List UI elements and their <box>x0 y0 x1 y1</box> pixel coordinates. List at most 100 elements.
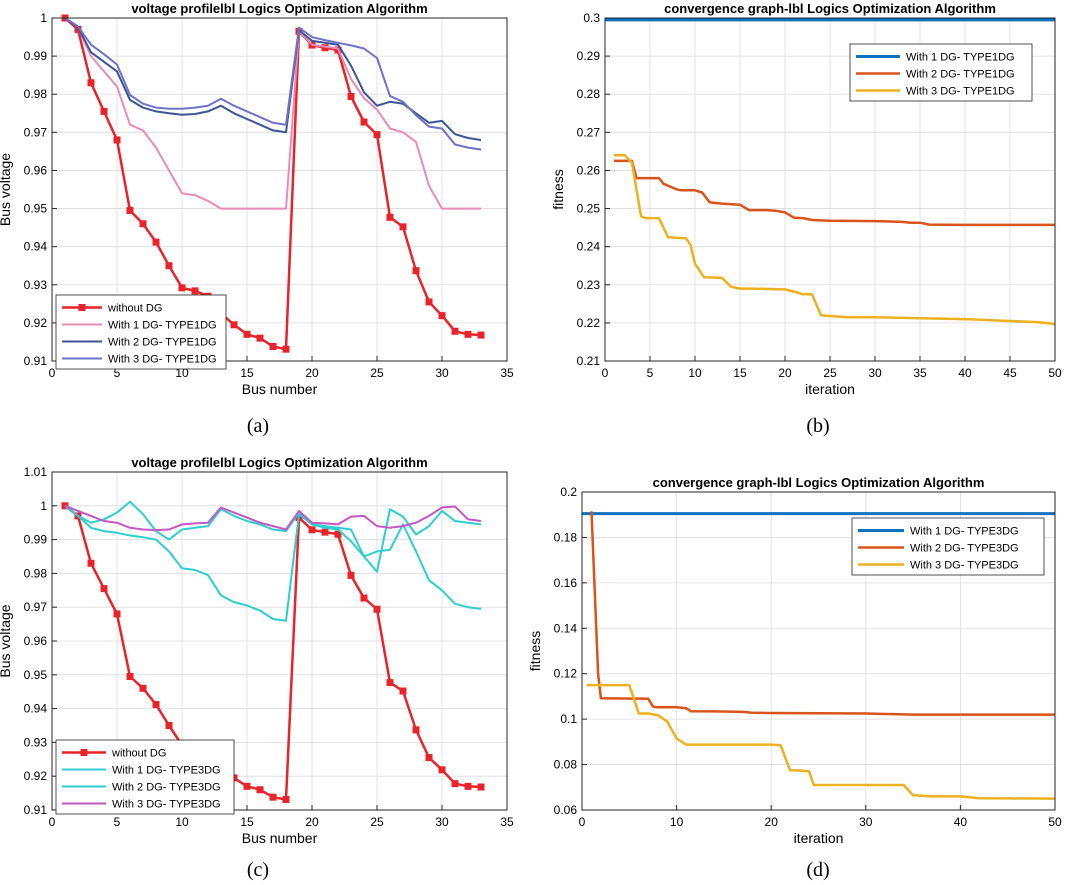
x-axis-label: Bus number <box>242 830 318 846</box>
data-point-marker <box>100 585 108 593</box>
x-tick-label: 40 <box>954 815 968 829</box>
data-point-marker <box>347 571 355 579</box>
legend-marker <box>78 304 86 311</box>
data-point-marker <box>282 796 290 804</box>
x-tick-label: 35 <box>500 815 514 829</box>
data-point-marker <box>308 526 316 534</box>
x-tick-label: 45 <box>1003 366 1017 380</box>
y-tick-label: 0.98 <box>24 87 48 101</box>
legend-entry-label: With 3 DG- TYPE3DG <box>112 799 221 811</box>
x-tick-label: 25 <box>370 366 384 380</box>
y-axis-label: Bus voltage <box>0 153 13 226</box>
y-tick-label: 0.23 <box>577 278 601 292</box>
legend-entry-label: With 3 DG- TYPE1DG <box>906 86 1015 98</box>
data-point-marker <box>477 331 485 339</box>
data-point-marker <box>477 783 485 791</box>
data-point-marker <box>386 679 394 687</box>
panel-label: (a) <box>247 415 269 437</box>
panel-label: (d) <box>806 859 829 881</box>
x-tick-label: 30 <box>435 815 449 829</box>
panel-label: (b) <box>806 415 829 437</box>
data-point-marker <box>282 345 290 353</box>
y-tick-label: 0.2 <box>560 485 577 499</box>
y-tick-label: 0.24 <box>577 240 601 254</box>
data-point-marker <box>87 79 95 87</box>
data-point-marker <box>438 312 446 320</box>
chart-title: voltage profilelbl Logics Optimization A… <box>131 1 427 16</box>
y-tick-label: 0.99 <box>24 533 48 547</box>
y-tick-label: 0.92 <box>24 769 48 783</box>
legend: With 1 DG- TYPE1DG With 2 DG- TYPE1DG With… <box>849 43 1033 102</box>
y-tick-label: 0.98 <box>24 566 48 580</box>
data-point-marker <box>373 605 381 613</box>
legend-entry-label: With 2 DG- TYPE1DG <box>108 337 217 349</box>
data-point-marker <box>243 782 251 790</box>
data-point-marker <box>87 559 95 567</box>
data-point-marker <box>451 327 459 335</box>
legend-entry-label: With 2 DG- TYPE3DG <box>910 543 1019 555</box>
chart-d-convergence-graph: 0 10 20 30 40 50 0.06 0.08 0.1 0.12 0.14 0.16 0.18 0.… <box>527 475 1062 881</box>
x-tick-label: 40 <box>958 366 972 380</box>
x-axis-label: iteration <box>805 381 855 397</box>
data-point-marker <box>230 321 238 329</box>
x-tick-label: 15 <box>240 815 254 829</box>
data-point-marker <box>399 223 407 231</box>
y-tick-label: 0.94 <box>24 702 48 716</box>
legend: without DG With 1 DG- TYPE3DG With 2 DG- T… <box>55 739 235 815</box>
chart-b-convergence-graph: 0 5 10 15 20 25 30 35 40 45 50 0.21 0.22 0.23 0.24 0.25… <box>550 1 1062 437</box>
data-point-marker <box>425 754 433 762</box>
y-tick-label: 0.25 <box>577 202 601 216</box>
data-point-marker <box>412 267 420 275</box>
x-tick-label: 50 <box>1048 815 1062 829</box>
data-point-marker <box>126 672 134 680</box>
data-point-marker <box>412 726 420 734</box>
y-tick-label: 0.95 <box>24 202 48 216</box>
legend-entry-label: With 1 DG- TYPE3DG <box>910 526 1019 538</box>
data-point-marker <box>243 330 251 338</box>
y-tick-label: 0.93 <box>24 278 48 292</box>
data-point-marker <box>100 107 108 115</box>
y-tick-label: 0.12 <box>554 667 578 681</box>
x-tick-label: 0 <box>49 815 56 829</box>
data-point-marker <box>139 220 147 228</box>
data-point-marker <box>139 684 147 692</box>
data-point-marker <box>165 722 173 729</box>
legend-entry-label: without DG <box>111 748 166 760</box>
legend-entry-label: without DG <box>107 303 162 315</box>
y-tick-label: 0.94 <box>24 240 48 254</box>
x-tick-label: 30 <box>868 366 882 380</box>
x-tick-label: 10 <box>670 815 684 829</box>
data-point-marker <box>256 786 264 794</box>
x-tick-label: 20 <box>305 815 319 829</box>
data-point-marker <box>321 44 329 52</box>
y-tick-label: 0.97 <box>24 125 48 139</box>
y-tick-label: 0.91 <box>24 803 48 817</box>
legend-entry-label: With 2 DG- TYPE3DG <box>112 782 221 794</box>
data-point-marker <box>321 528 329 536</box>
y-tick-label: 0.96 <box>24 163 48 177</box>
y-tick-label: 0.28 <box>577 87 601 101</box>
data-point-marker <box>152 701 160 709</box>
series-line-3 <box>614 153 1056 326</box>
legend-entry-label: With 3 DG- TYPE1DG <box>108 354 217 366</box>
x-tick-label: 15 <box>240 366 254 380</box>
x-tick-label: 30 <box>859 815 873 829</box>
chart-c-voltage-profile: 0 5 10 15 20 25 30 35 0.91 0.92 0.93 0.94 0.95 0.96 0.… <box>0 455 514 881</box>
data-point-marker <box>256 334 264 342</box>
y-tick-label: 1 <box>40 499 47 513</box>
y-axis-label: fitness <box>550 169 566 209</box>
x-tick-label: 35 <box>913 366 927 380</box>
data-point-marker <box>191 287 199 295</box>
data-point-marker <box>373 131 381 139</box>
y-tick-label: 0.3 <box>583 11 600 25</box>
x-tick-label: 20 <box>305 366 319 380</box>
y-tick-label: 0.95 <box>24 668 48 682</box>
y-tick-label: 0.21 <box>577 354 601 368</box>
series-line-4 <box>64 504 482 532</box>
data-point-marker <box>165 262 173 270</box>
legend-entry-label: With 1 DG- TYPE1DG <box>108 320 217 332</box>
data-point-marker <box>269 793 277 801</box>
data-point-marker <box>178 284 186 292</box>
data-point-marker <box>113 136 121 144</box>
data-point-marker <box>360 118 368 126</box>
